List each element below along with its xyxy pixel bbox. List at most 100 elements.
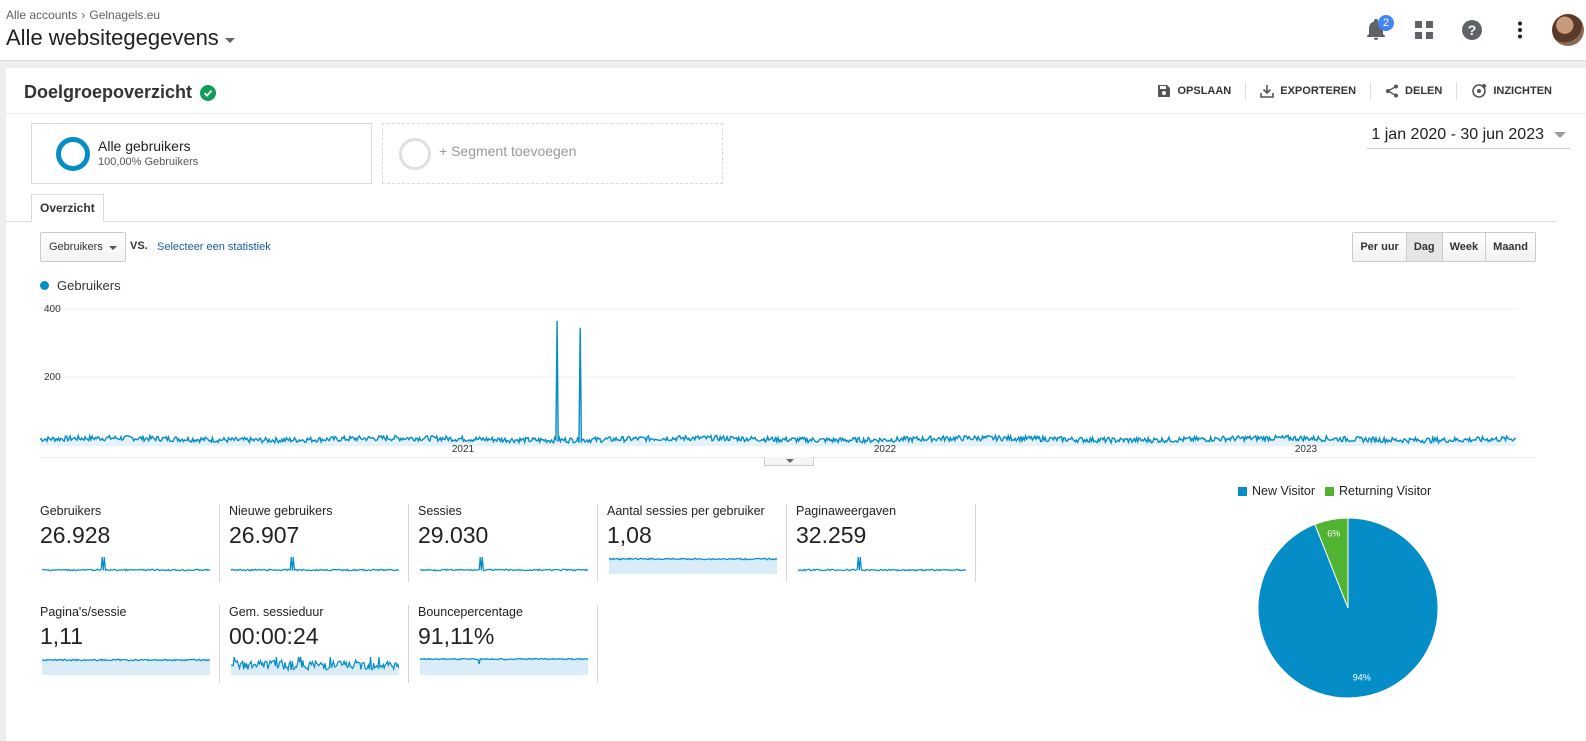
granularity-week-button[interactable]: Week bbox=[1441, 233, 1486, 261]
stat-label: Gem. sessieduur bbox=[229, 605, 324, 619]
pie-label-new: 94% bbox=[1353, 673, 1371, 683]
sparkline-line bbox=[420, 657, 588, 665]
users-series-line bbox=[40, 320, 1517, 446]
help-icon: ? bbox=[1462, 20, 1482, 40]
divider bbox=[1456, 82, 1458, 100]
metric-selector[interactable]: Gebruikers bbox=[40, 232, 126, 262]
breadcrumb-property[interactable]: Gelnagels.eu bbox=[89, 8, 161, 22]
caret-down-icon bbox=[109, 246, 117, 250]
sparkline bbox=[609, 557, 777, 574]
insights-label: INZICHTEN bbox=[1493, 85, 1552, 97]
stat-label: Pagina's/sessie bbox=[40, 605, 127, 619]
sparkline bbox=[420, 657, 588, 675]
segment-empty-ring-icon bbox=[399, 138, 431, 170]
stat-sessions-per-user: Aantal sessies per gebruiker 1,08 bbox=[607, 504, 787, 582]
visitor-pie-chart: 94% 6% bbox=[1257, 517, 1439, 699]
breadcrumb-account[interactable]: Alle accounts bbox=[6, 8, 78, 22]
svg-text:?: ? bbox=[1468, 22, 1477, 38]
sparkline-line bbox=[231, 556, 399, 572]
caret-down-icon bbox=[1554, 132, 1566, 138]
stat-label: Nieuwe gebruikers bbox=[229, 504, 333, 518]
sparkline-area bbox=[609, 558, 777, 574]
pie-legend-label: New Visitor bbox=[1252, 484, 1315, 498]
view-selector[interactable]: Alle websitegegevens bbox=[6, 25, 235, 51]
granularity-hour-button[interactable]: Per uur bbox=[1353, 233, 1406, 261]
pie-legend-new: New Visitor bbox=[1238, 484, 1315, 498]
sparkline bbox=[42, 556, 210, 572]
stat-value: 1,11 bbox=[40, 623, 84, 649]
save-icon bbox=[1158, 85, 1171, 97]
page-title: Doelgroepoverzicht bbox=[24, 82, 217, 103]
sparkline bbox=[420, 556, 588, 572]
users-line-chart: 400 200 2021 2022 2023 bbox=[40, 304, 1536, 458]
share-button[interactable]: DELEN bbox=[1375, 84, 1452, 98]
view-name: Alle websitegegevens bbox=[6, 25, 219, 50]
download-icon bbox=[1260, 85, 1275, 98]
y-tick-200: 200 bbox=[44, 372, 61, 383]
save-button[interactable]: OPSLAAN bbox=[1147, 84, 1241, 98]
top-bar: Alle accounts › Gelnagels.eu Alle websit… bbox=[0, 0, 1586, 61]
date-range-picker[interactable]: 1 jan 2020 - 30 jun 2023 bbox=[1367, 126, 1570, 149]
legend-dot bbox=[40, 281, 49, 290]
stat-label: Aantal sessies per gebruiker bbox=[607, 504, 765, 518]
tab-divider bbox=[6, 221, 1556, 222]
sparkline bbox=[798, 556, 966, 572]
stat-bounce-rate: Bouncepercentage 91,11% bbox=[418, 605, 598, 683]
stat-value: 26.928 bbox=[40, 522, 111, 548]
export-button[interactable]: EXPORTEREN bbox=[1250, 84, 1366, 98]
tab-overview[interactable]: Overzicht bbox=[31, 194, 104, 222]
segment-sub: 100,00% Gebruikers bbox=[98, 156, 199, 168]
segment-all-users[interactable]: Alle gebruikers 100,00% Gebruikers bbox=[31, 123, 372, 184]
sparkline bbox=[231, 556, 399, 572]
x-tick-2022: 2022 bbox=[874, 444, 897, 455]
stat-value: 29.030 bbox=[418, 522, 489, 548]
notifications-button[interactable]: 2 bbox=[1352, 12, 1400, 48]
insights-icon bbox=[1472, 84, 1487, 98]
granularity-toggle: Per uur Dag Week Maand bbox=[1352, 232, 1536, 262]
add-segment-button[interactable]: + Segment toevoegen bbox=[382, 123, 723, 184]
export-label: EXPORTEREN bbox=[1280, 85, 1357, 97]
help-button[interactable]: ? bbox=[1448, 12, 1496, 48]
avatar[interactable] bbox=[1552, 14, 1584, 46]
sparkline-line bbox=[609, 557, 777, 561]
chart-legend: Gebruikers bbox=[40, 278, 121, 293]
chart-expand-handle[interactable] bbox=[764, 457, 814, 466]
sparkline-line bbox=[42, 658, 210, 662]
divider bbox=[1245, 82, 1247, 100]
stat-label: Bouncepercentage bbox=[418, 605, 523, 619]
stat-pages-per-session: Pagina's/sessie 1,11 bbox=[40, 605, 220, 683]
sparkline-area bbox=[420, 658, 588, 675]
divider bbox=[1370, 82, 1372, 100]
sparkline-area bbox=[42, 659, 210, 675]
date-range-label: 1 jan 2020 - 30 jun 2023 bbox=[1371, 126, 1544, 143]
apps-button[interactable] bbox=[1400, 12, 1448, 48]
sparkline bbox=[42, 658, 210, 675]
sparkline-line bbox=[231, 656, 399, 673]
save-label: OPSLAAN bbox=[1177, 85, 1232, 97]
report-title: Doelgroepoverzicht bbox=[24, 82, 193, 102]
stat-value: 00:00:24 bbox=[229, 623, 319, 649]
more-options-button[interactable] bbox=[1496, 12, 1544, 48]
notification-badge: 2 bbox=[1378, 15, 1394, 31]
top-icons: 2 ? bbox=[1352, 12, 1586, 48]
stat-label: Gebruikers bbox=[40, 504, 102, 518]
granularity-day-button[interactable]: Dag bbox=[1405, 233, 1442, 261]
stat-value: 26.907 bbox=[229, 522, 300, 548]
stat-value: 91,11% bbox=[418, 623, 495, 649]
users-series-area bbox=[40, 321, 1516, 446]
add-segment-label: + Segment toevoegen bbox=[439, 143, 577, 159]
pie-legend-returning: Returning Visitor bbox=[1324, 484, 1431, 498]
metric-selector-value: Gebruikers bbox=[49, 241, 103, 253]
stat-avg-session-duration: Gem. sessieduur 00:00:24 bbox=[229, 605, 409, 683]
vs-label: VS. bbox=[130, 240, 148, 252]
insights-button[interactable]: INZICHTEN bbox=[1461, 83, 1562, 99]
granularity-month-button[interactable]: Maand bbox=[1485, 233, 1535, 261]
sparkline-line bbox=[42, 556, 210, 572]
select-statistic-link[interactable]: Selecteer een statistiek bbox=[157, 241, 271, 253]
pie-slice-returning-visitor bbox=[1314, 517, 1349, 609]
share-label: DELEN bbox=[1405, 85, 1443, 97]
caret-down-icon bbox=[224, 37, 235, 43]
sparkline-line bbox=[798, 556, 966, 572]
report-panel: Doelgroepoverzicht OPSLAAN EXPORTEREN DE… bbox=[6, 68, 1586, 741]
stat-users: Gebruikers 26.928 bbox=[40, 504, 220, 582]
